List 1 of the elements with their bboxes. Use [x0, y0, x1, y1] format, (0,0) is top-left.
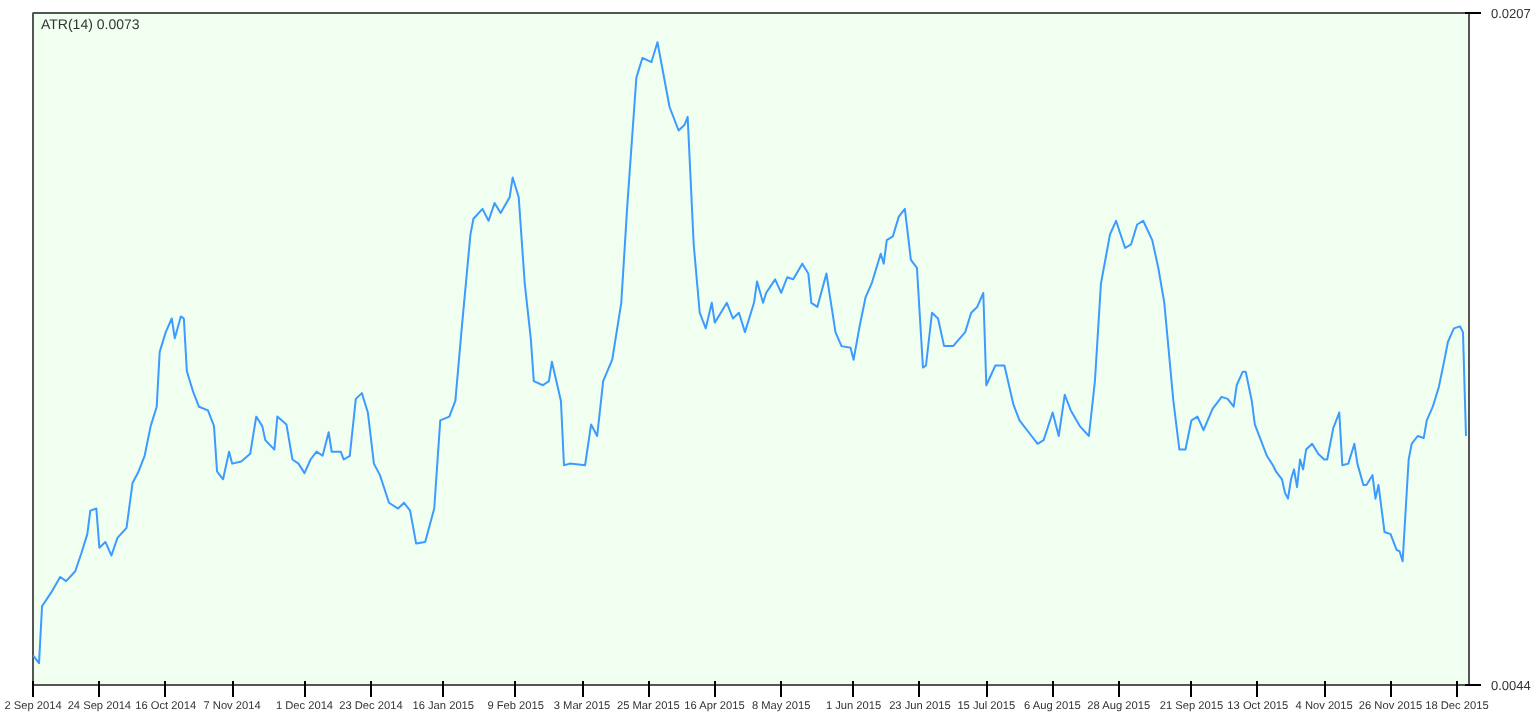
line-series [33, 41, 1467, 665]
